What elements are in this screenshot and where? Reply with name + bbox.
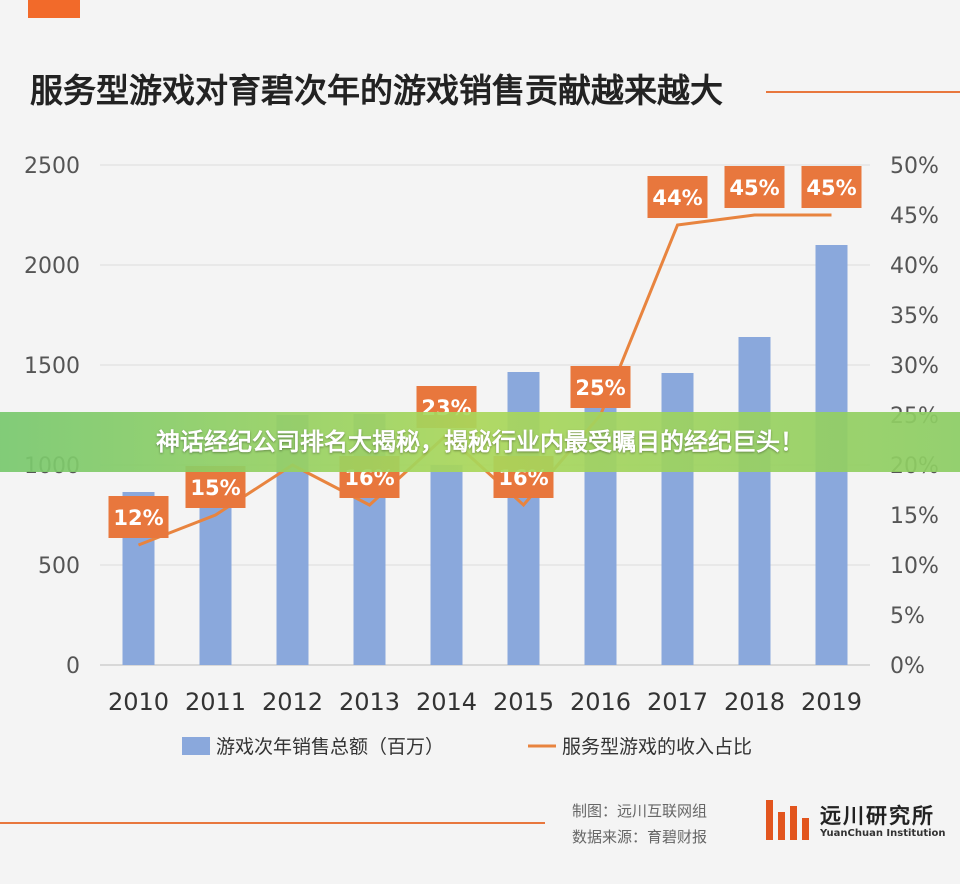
y-left-tick-label: 500 bbox=[38, 554, 80, 579]
data-label-box bbox=[570, 366, 631, 408]
chart-svg: 050010001500200025000%5%10%15%20%25%30%3… bbox=[24, 154, 939, 758]
legend-label-bar: 游戏次年销售总额（百万） bbox=[216, 736, 444, 758]
x-tick-label: 2017 bbox=[647, 688, 708, 716]
y-left-tick-label: 2500 bbox=[24, 154, 80, 179]
chart-title: 服务型游戏对育碧次年的游戏销售贡献越来越大 bbox=[30, 71, 723, 110]
data-label-box bbox=[724, 166, 785, 208]
y-left-tick-label: 2000 bbox=[24, 254, 80, 279]
logo-english-name: YuanChuan Institution bbox=[820, 828, 946, 839]
y-right-tick-label: 15% bbox=[890, 504, 939, 529]
bar bbox=[430, 465, 463, 665]
logo-name: 远川研究所 bbox=[820, 804, 935, 828]
y-right-tick-label: 30% bbox=[890, 354, 939, 379]
overlay-banner-text: 神话经纪公司排名大揭秘，揭秘行业内最受瞩目的经纪巨头！ bbox=[156, 428, 804, 456]
legend-label-line: 服务型游戏的收入占比 bbox=[562, 736, 752, 758]
x-tick-label: 2015 bbox=[493, 688, 554, 716]
data-label: 25% bbox=[575, 376, 625, 400]
logo-icon bbox=[766, 800, 810, 840]
data-label: 44% bbox=[652, 186, 702, 210]
y-right-tick-label: 40% bbox=[890, 254, 939, 279]
data-label-box bbox=[647, 176, 708, 218]
data-label-box bbox=[108, 496, 169, 538]
data-label: 45% bbox=[806, 176, 856, 200]
y-right-tick-label: 50% bbox=[890, 154, 939, 179]
x-tick-label: 2011 bbox=[185, 688, 246, 716]
top-accent-bar bbox=[28, 0, 80, 18]
y-left-tick-label: 0 bbox=[66, 654, 80, 679]
x-tick-label: 2014 bbox=[416, 688, 477, 716]
credit-author: 制图：远川互联网组 bbox=[572, 802, 708, 820]
x-tick-label: 2016 bbox=[570, 688, 631, 716]
x-tick-label: 2019 bbox=[801, 688, 862, 716]
data-label: 12% bbox=[113, 506, 163, 530]
legend-swatch-bar bbox=[182, 737, 210, 755]
footer-credit: 制图：远川互联网组 数据来源：育碧财报 bbox=[572, 798, 707, 850]
x-tick-label: 2018 bbox=[724, 688, 785, 716]
y-right-tick-label: 45% bbox=[890, 204, 939, 229]
y-right-tick-label: 0% bbox=[890, 654, 925, 679]
y-right-tick-label: 5% bbox=[890, 604, 925, 629]
x-tick-label: 2012 bbox=[262, 688, 323, 716]
x-tick-label: 2013 bbox=[339, 688, 400, 716]
data-label: 45% bbox=[729, 176, 779, 200]
data-label: 15% bbox=[190, 476, 240, 500]
data-label-box bbox=[185, 466, 246, 508]
x-tick-label: 2010 bbox=[108, 688, 169, 716]
title-rule bbox=[766, 91, 960, 93]
credit-source: 数据来源：育碧财报 bbox=[572, 828, 708, 846]
bar bbox=[738, 337, 771, 665]
y-right-tick-label: 10% bbox=[890, 554, 939, 579]
y-right-tick-label: 35% bbox=[890, 304, 939, 329]
overlay-banner bbox=[0, 412, 960, 472]
y-left-tick-label: 1500 bbox=[24, 354, 80, 379]
footer-rule bbox=[0, 822, 545, 824]
data-label-box bbox=[801, 166, 862, 208]
